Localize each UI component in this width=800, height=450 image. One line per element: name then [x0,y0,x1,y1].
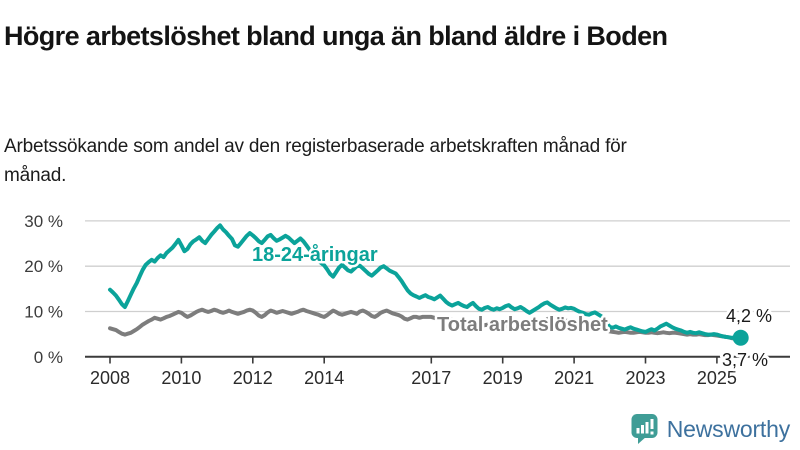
line-18-24-ringar [108,223,743,340]
line-total-arbetsl-shet [108,307,743,342]
series-label-total: Total arbetslöshet [437,314,608,336]
x-tick-label: 2014 [304,368,344,388]
x-tick-label: 2021 [554,368,594,388]
series-label-young: 18-24-åringar [252,243,378,266]
y-tick-label: 30 % [24,212,63,231]
newsworthy-wordmark: Newsworthy [666,415,790,442]
x-tick-label: 2017 [411,368,451,388]
x-tick-label: 2019 [483,368,523,388]
end-value-label-total: 3,7 % [722,350,768,370]
chart-annotations: 18-24-åringar Total arbetslöshet 4,2 % 3… [250,241,776,374]
y-tick-label: 10 % [24,302,63,321]
y-tick-label: 0 % [34,348,63,367]
newsworthy-bar-chart-bubble-icon [631,414,658,444]
chart-subtitle: Arbetssökande som andel av den registerb… [4,136,627,186]
x-tick-label: 2023 [625,368,665,388]
x-tick-label: 2025 [697,368,737,388]
axis-label-layer: 30 % 20 % 10 % 0 % 2008 2010 2012 2014 2017 2019 2… [24,212,737,388]
x-tick-label: 2010 [161,368,201,388]
series-layer [108,223,749,346]
x-tick-label: 2008 [90,368,130,388]
latest-value-dot [732,329,749,346]
x-tick-label: 2012 [233,368,273,388]
newsworthy-logo: Newsworthy [630,413,790,445]
page-title: Högre arbetslöshet bland unga än bland ä… [4,21,668,52]
end-value-label-young: 4,2 % [726,306,772,326]
y-tick-label: 20 % [24,257,63,276]
